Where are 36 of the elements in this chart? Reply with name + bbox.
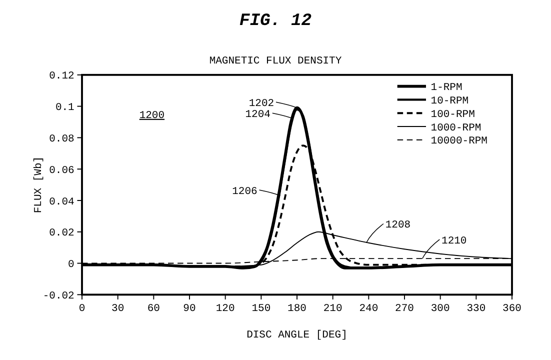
x-tick-label: 270 bbox=[395, 302, 414, 315]
legend-label: 100-RPM bbox=[430, 108, 475, 121]
x-tick-label: 30 bbox=[112, 302, 124, 315]
y-tick-label: 0.12 bbox=[49, 70, 74, 83]
legend-label: 10-RPM bbox=[430, 96, 469, 108]
x-tick-label: 120 bbox=[216, 302, 235, 315]
y-tick-label: 0 bbox=[68, 259, 74, 272]
x-axis-title: DISC ANGLE [DEG] bbox=[246, 330, 348, 342]
annotation: 1204 bbox=[245, 108, 270, 121]
x-tick-label: 210 bbox=[323, 302, 342, 315]
y-tick-label: 0.08 bbox=[49, 134, 74, 146]
x-tick-label: 180 bbox=[288, 302, 306, 315]
x-tick-label: 240 bbox=[359, 302, 378, 315]
annotation: 1200 bbox=[139, 110, 165, 122]
x-tick-label: 300 bbox=[430, 302, 450, 315]
x-tick-label: 60 bbox=[147, 302, 160, 315]
legend-label: 10000-RPM bbox=[430, 136, 488, 148]
y-tick-label: -0.02 bbox=[42, 290, 74, 302]
chart-title: FIG. 12 bbox=[239, 12, 312, 32]
x-tick-label: 90 bbox=[183, 302, 196, 315]
x-tick-label: 150 bbox=[252, 302, 271, 315]
annotation: 1210 bbox=[442, 235, 467, 248]
y-tick-label: 0.06 bbox=[49, 164, 74, 177]
annotation: 1208 bbox=[385, 220, 411, 232]
x-tick-label: 360 bbox=[502, 302, 522, 315]
legend-label: 1-RPM bbox=[430, 82, 462, 94]
x-tick-label: 0 bbox=[78, 302, 86, 315]
x-tick-label: 330 bbox=[466, 302, 486, 315]
legend-label: 1000-RPM bbox=[430, 122, 482, 134]
annotation: 1206 bbox=[232, 186, 258, 198]
y-tick-label: 0.02 bbox=[49, 228, 74, 240]
y-tick-label: 0.1 bbox=[55, 102, 74, 114]
annotation: 1202 bbox=[248, 98, 274, 110]
y-tick-label: 0.04 bbox=[49, 196, 74, 208]
y-axis-title: FLUX [Wb] bbox=[32, 156, 45, 214]
chart-subtitle: MAGNETIC FLUX DENSITY bbox=[209, 55, 342, 68]
